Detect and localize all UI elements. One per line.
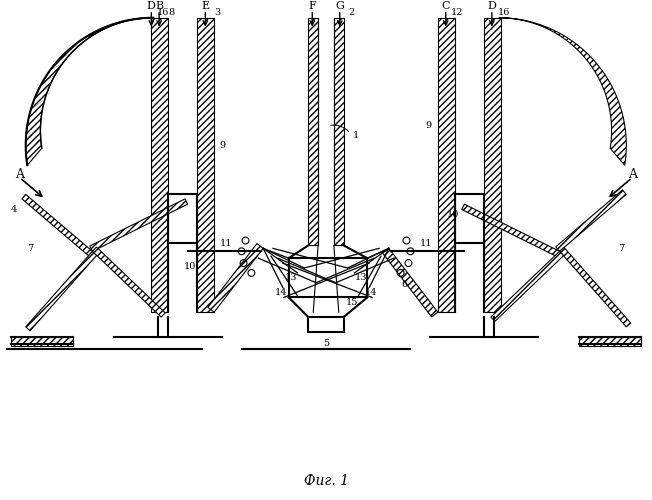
- Text: 14: 14: [365, 288, 378, 297]
- Text: A: A: [15, 168, 24, 181]
- Text: 14: 14: [274, 288, 287, 297]
- Text: 7: 7: [27, 244, 34, 253]
- Text: E: E: [201, 1, 209, 11]
- Text: 16: 16: [157, 8, 170, 18]
- Polygon shape: [383, 248, 438, 317]
- Text: 10: 10: [447, 210, 459, 218]
- Text: G: G: [335, 1, 344, 11]
- Text: 12: 12: [451, 8, 464, 18]
- Text: 2: 2: [348, 8, 355, 18]
- Text: 5: 5: [323, 339, 329, 348]
- Text: D: D: [488, 1, 496, 11]
- Text: 3: 3: [214, 8, 220, 18]
- Text: 8: 8: [168, 8, 174, 18]
- Text: 9: 9: [219, 141, 225, 150]
- Polygon shape: [25, 18, 153, 166]
- Polygon shape: [151, 18, 168, 312]
- Polygon shape: [90, 199, 188, 252]
- Text: D: D: [147, 1, 156, 11]
- Text: 1: 1: [352, 131, 359, 140]
- Text: 16: 16: [497, 8, 510, 18]
- Text: F: F: [308, 1, 316, 11]
- Polygon shape: [25, 252, 97, 331]
- Text: A: A: [628, 168, 637, 181]
- Polygon shape: [484, 18, 501, 312]
- Text: 6: 6: [402, 280, 408, 289]
- Polygon shape: [208, 244, 263, 312]
- Text: B: B: [155, 1, 163, 11]
- Polygon shape: [556, 190, 627, 252]
- Text: 13: 13: [355, 274, 368, 282]
- Text: C: C: [441, 1, 450, 11]
- Text: 4: 4: [11, 204, 17, 214]
- Polygon shape: [499, 18, 627, 166]
- Polygon shape: [491, 252, 563, 322]
- Polygon shape: [579, 336, 641, 346]
- Polygon shape: [438, 18, 454, 312]
- Text: 10: 10: [183, 262, 196, 270]
- Polygon shape: [559, 248, 630, 327]
- Text: 11: 11: [220, 239, 232, 248]
- Polygon shape: [11, 336, 73, 346]
- Text: 13: 13: [284, 274, 297, 282]
- Polygon shape: [93, 247, 165, 317]
- Polygon shape: [462, 204, 559, 256]
- Polygon shape: [198, 18, 214, 312]
- Polygon shape: [334, 18, 344, 245]
- Text: Фиг. 1: Фиг. 1: [303, 474, 349, 488]
- Polygon shape: [308, 18, 318, 245]
- Text: 7: 7: [618, 244, 625, 253]
- Text: 15: 15: [346, 298, 358, 307]
- Text: 11: 11: [420, 239, 432, 248]
- Polygon shape: [22, 194, 93, 256]
- Text: 9: 9: [425, 121, 431, 130]
